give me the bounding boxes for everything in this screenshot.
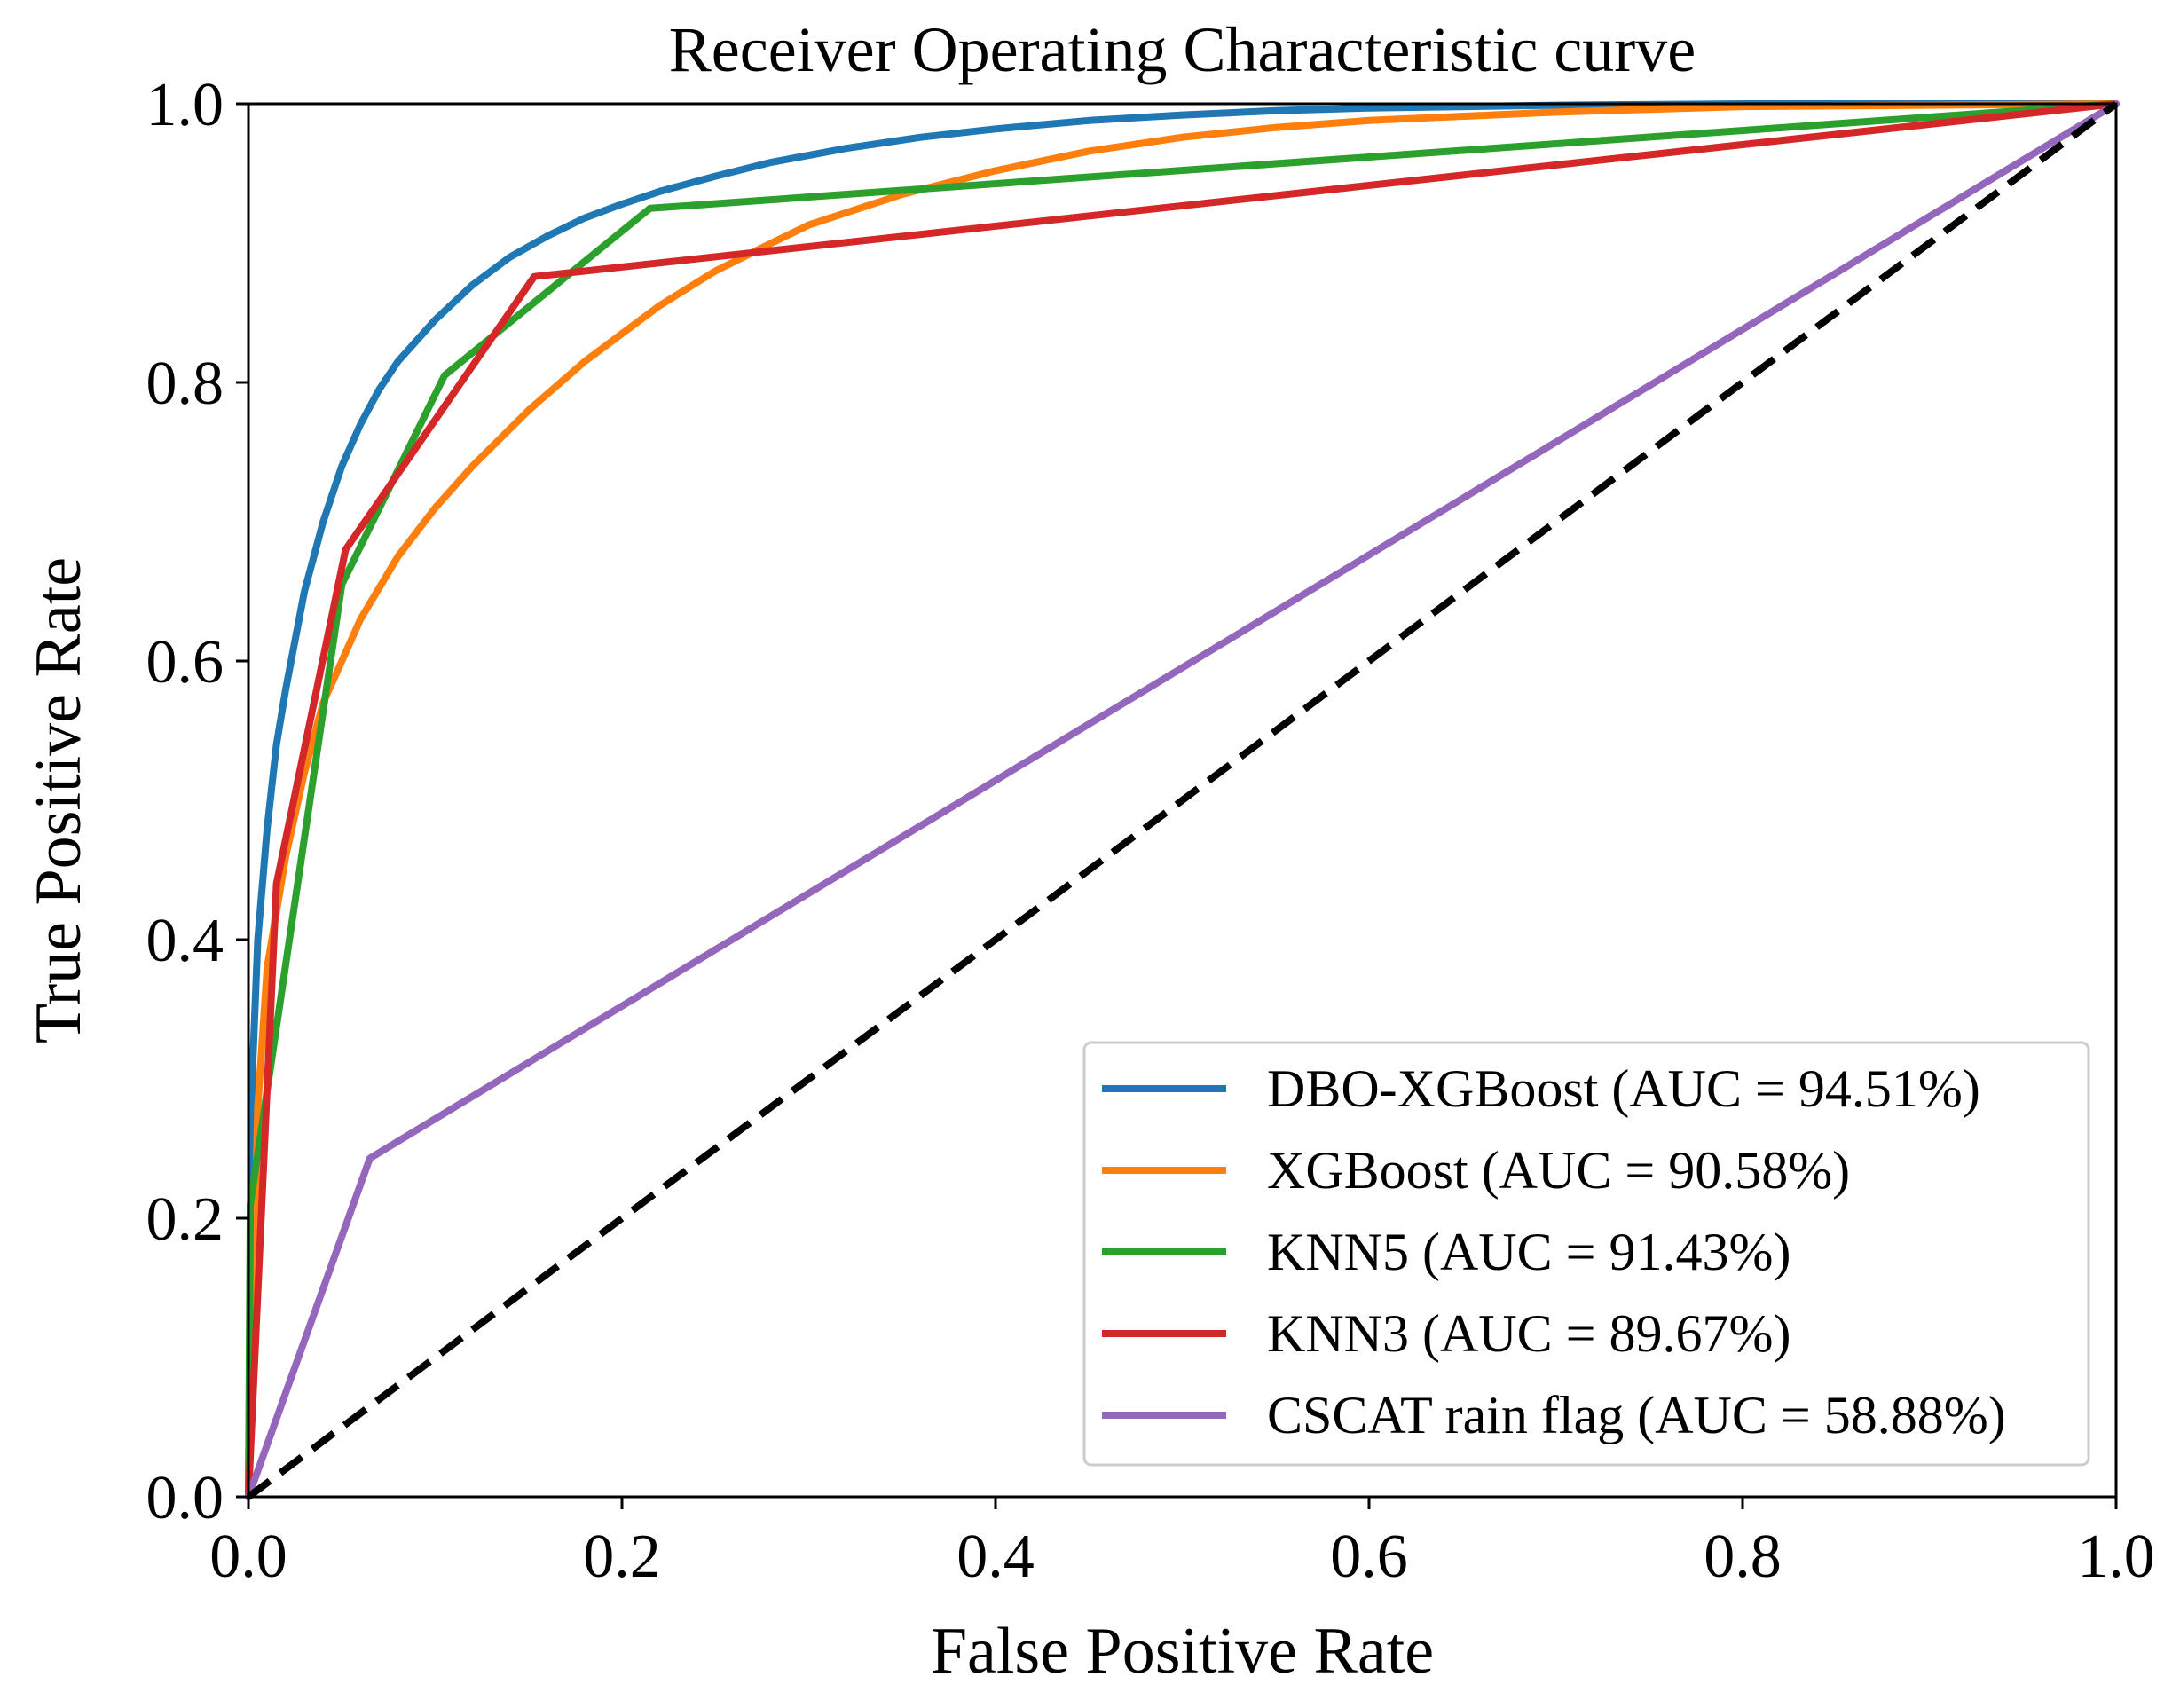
ticks-layer: 0.0 0.2 0.4 0.6 0.8 1.0 0.0 0.2 0.4 0.6 0.8 1.0	[146, 71, 2155, 1591]
plot-frame	[247, 102, 2118, 1499]
y-tick-label: 0.6	[146, 628, 224, 697]
x-tick-label: 0.4	[956, 1523, 1035, 1591]
y-axis-label: True Positive Rate	[22, 557, 95, 1043]
legend-label-1: XGBoost (AUC = 90.58%)	[1267, 1141, 1850, 1200]
legend-box	[1082, 1041, 2090, 1467]
x-tick-label: 0.2	[583, 1523, 661, 1591]
series-line-3	[245, 100, 2120, 1500]
x-axis-label: False Positive Rate	[931, 1615, 1434, 1688]
series-line-1	[245, 100, 2120, 1500]
chance-diagonal-line	[246, 100, 2119, 1500]
y-tick-label: 1.0	[146, 71, 224, 139]
y-tick-label: 0.4	[146, 907, 224, 975]
series-line-0	[245, 100, 2120, 1500]
series-layer	[245, 100, 2120, 1500]
chart-title: Receiver Operating Characteristic curve	[669, 14, 1696, 85]
legend: DBO-XGBoost (AUC = 94.51%) XGBoost (AUC =…	[1082, 1041, 2090, 1467]
x-tick-label: 0.6	[1330, 1523, 1408, 1591]
legend-label-2: KNN5 (AUC = 91.43%)	[1267, 1223, 1790, 1281]
x-tick-label: 0.0	[209, 1523, 287, 1591]
x-tick-label: 0.8	[1704, 1523, 1782, 1591]
legend-label-4: CSCAT rain flag (AUC = 58.88%)	[1267, 1386, 2006, 1444]
y-tick-label: 0.0	[146, 1464, 224, 1532]
x-tick-label: 1.0	[2077, 1523, 2155, 1591]
y-tick-label: 0.8	[146, 350, 224, 418]
legend-label-3: KNN3 (AUC = 89.67%)	[1267, 1304, 1790, 1363]
series-line-4	[245, 100, 2120, 1500]
legend-label-0: DBO-XGBoost (AUC = 94.51%)	[1267, 1059, 1980, 1118]
y-tick-label: 0.2	[146, 1185, 224, 1254]
